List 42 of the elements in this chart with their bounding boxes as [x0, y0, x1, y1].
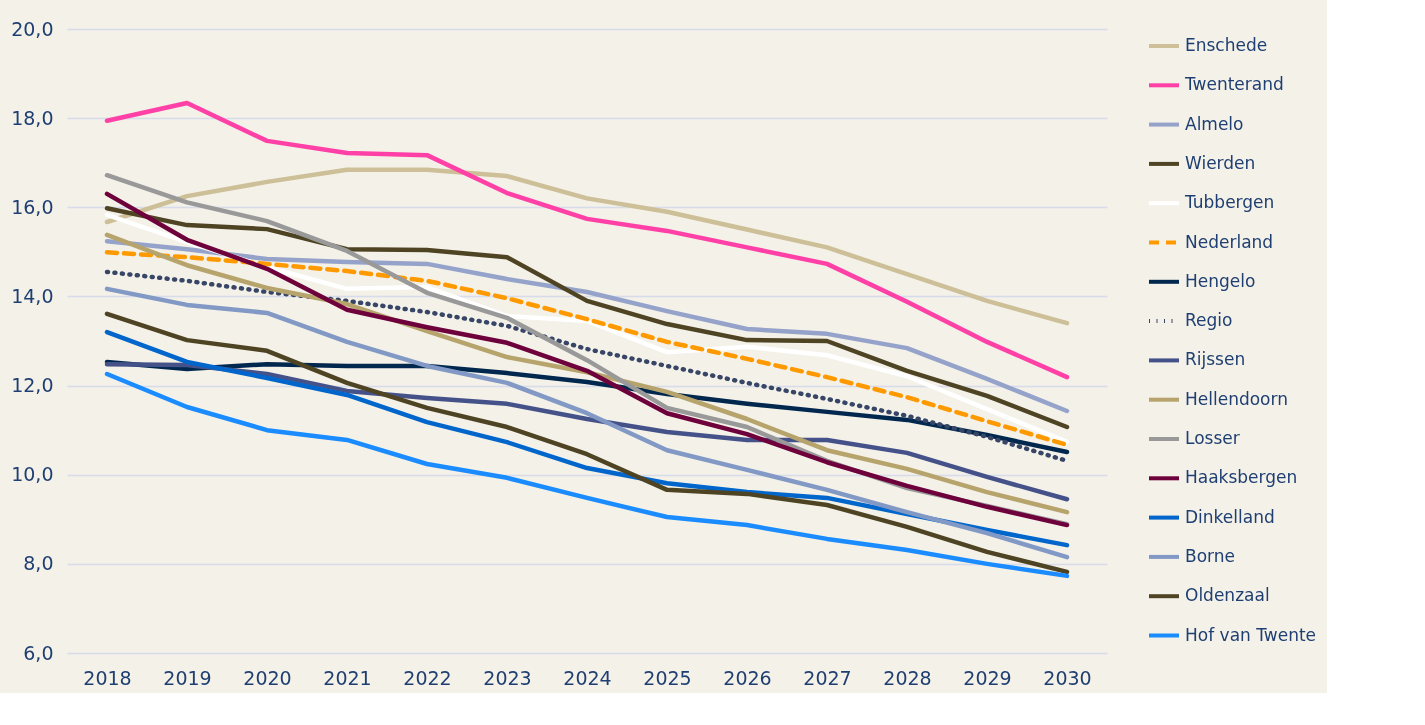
legend-label: Losser [1185, 428, 1240, 448]
legend-label: Enschede [1185, 35, 1268, 55]
line-series [104, 232, 1070, 515]
y-tick-label: 6,0 [23, 641, 54, 664]
line-series [104, 167, 1070, 326]
legend-label: Oldenzaal [1185, 585, 1270, 606]
legend-label: Hellendoorn [1185, 388, 1288, 409]
line-series [104, 371, 1070, 579]
x-tick-label: 2020 [243, 666, 292, 689]
legend-label: Borne [1185, 545, 1235, 566]
y-tick-label: 12,0 [11, 374, 54, 397]
legend-label: Hof van Twente [1185, 624, 1317, 645]
legend-label: Regio [1185, 310, 1233, 331]
y-tick-label: 18,0 [11, 106, 54, 129]
x-tick-label: 2022 [403, 666, 452, 689]
y-tick-label: 14,0 [11, 284, 54, 307]
y-tick-label: 10,0 [11, 463, 54, 486]
x-tick-label: 2024 [563, 666, 612, 689]
x-tick-label: 2019 [163, 666, 212, 689]
legend-label: Dinkelland [1185, 506, 1275, 527]
legend-label: Nederland [1185, 231, 1274, 252]
legend-label: Haaksbergen [1185, 467, 1298, 488]
legend-label: Rijssen [1185, 349, 1246, 370]
x-tick-label: 2018 [83, 666, 132, 689]
y-tick-label: 16,0 [11, 195, 54, 218]
x-tick-label: 2029 [963, 666, 1012, 689]
line-series [104, 238, 1070, 414]
x-tick-label: 2023 [483, 666, 532, 689]
x-tick-label: 2021 [323, 666, 372, 689]
x-tick-label: 2025 [643, 666, 692, 689]
legend-label: Twenterand [1184, 74, 1284, 95]
legend-label: Wierden [1185, 152, 1256, 173]
legend-label: Almelo [1185, 113, 1244, 134]
x-tick-label: 2028 [883, 666, 932, 689]
y-tick-label: 20,0 [11, 17, 54, 40]
y-tick-label: 8,0 [23, 552, 54, 575]
legend-label: Hengelo [1185, 270, 1256, 291]
legend-label: Tubbergen [1184, 192, 1275, 213]
x-tick-label: 2030 [1043, 666, 1092, 689]
x-tick-label: 2027 [803, 666, 852, 689]
line-series [104, 100, 1070, 380]
x-tick-label: 2026 [723, 666, 772, 689]
